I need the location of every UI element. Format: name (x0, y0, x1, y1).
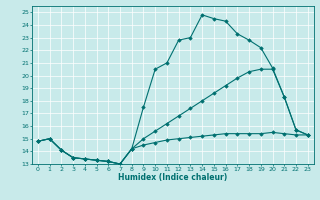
X-axis label: Humidex (Indice chaleur): Humidex (Indice chaleur) (118, 173, 228, 182)
